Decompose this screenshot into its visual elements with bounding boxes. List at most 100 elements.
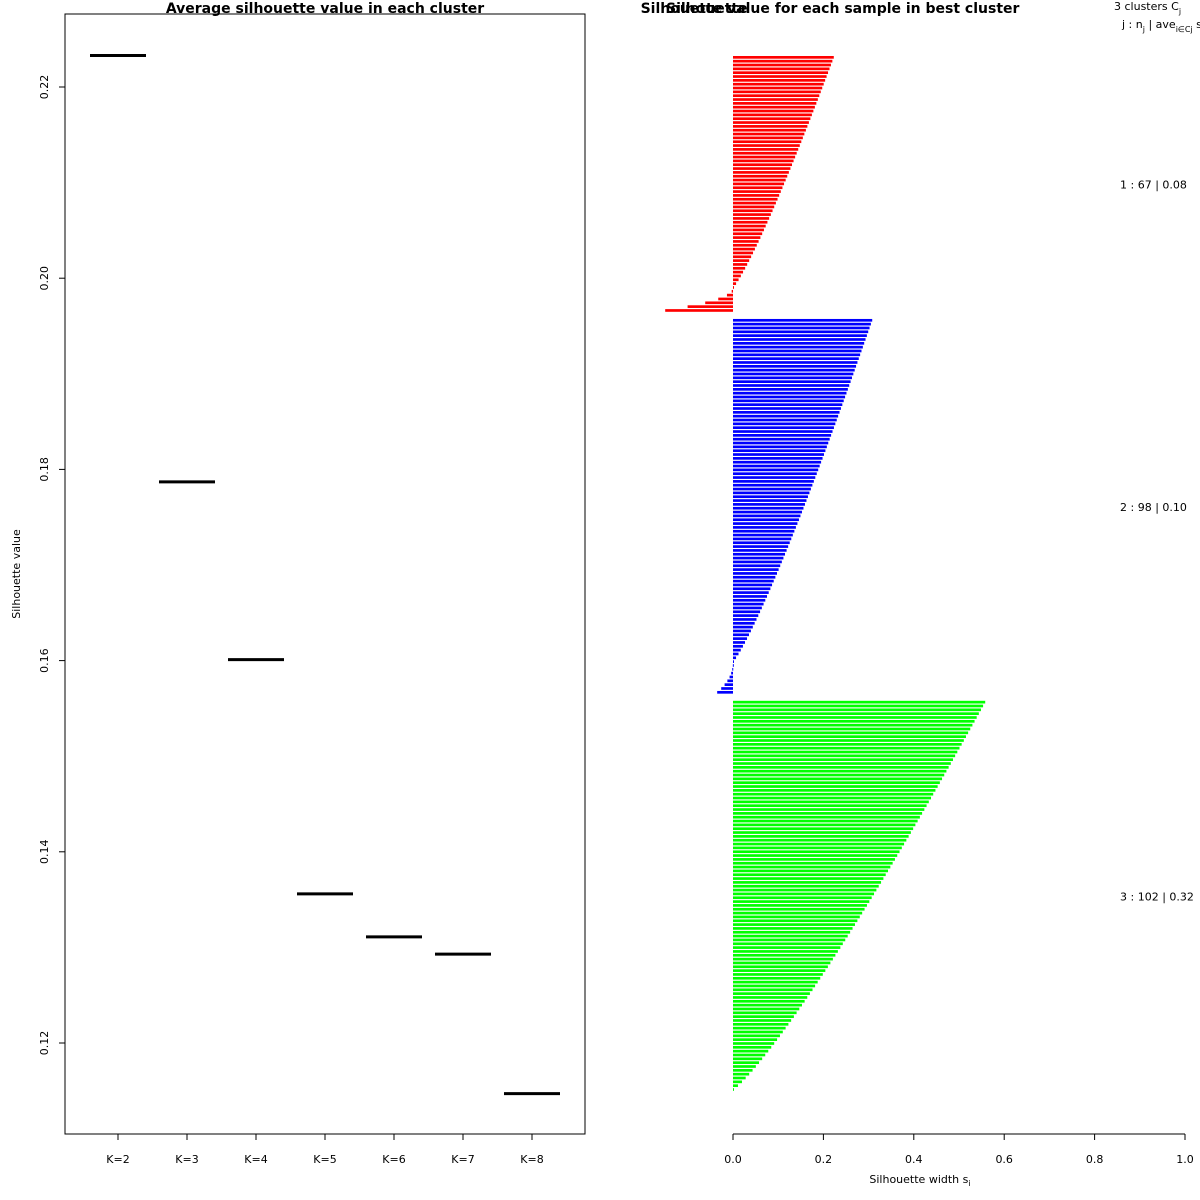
silhouette-bar-cluster-2	[733, 499, 807, 502]
silhouette-bar-cluster-1	[733, 105, 815, 109]
silhouette-bar-cluster-1	[733, 263, 748, 266]
silhouette-bar-cluster-1	[733, 282, 737, 285]
silhouette-bar-cluster-1	[733, 167, 791, 170]
silhouette-bar-cluster-3	[733, 712, 979, 715]
left-y-tick-label: 0.14	[38, 840, 51, 865]
silhouette-bar-cluster-1	[733, 251, 754, 255]
silhouette-bar-cluster-3	[733, 831, 911, 834]
silhouette-bar-cluster-2	[727, 679, 733, 683]
silhouette-bar-cluster-2	[733, 476, 816, 479]
silhouette-bar-cluster-1	[733, 79, 826, 82]
silhouette-bar-cluster-1	[733, 197, 778, 201]
left-x-tick-label: K=2	[106, 1153, 129, 1166]
silhouette-bar-cluster-3	[733, 1080, 742, 1084]
silhouette-bar-cluster-3	[733, 838, 907, 842]
silhouette-bar-cluster-2	[733, 368, 855, 372]
silhouette-bar-cluster-2	[733, 537, 792, 541]
cluster-label-3: 3 : 102 | 0.32	[1120, 890, 1194, 903]
silhouette-bar-cluster-3	[733, 854, 898, 857]
silhouette-bar-cluster-2	[733, 318, 873, 322]
silhouette-bar-cluster-3	[733, 969, 826, 972]
silhouette-bar-cluster-2	[733, 533, 793, 537]
silhouette-bar-cluster-3	[733, 961, 831, 965]
silhouette-bar-cluster-2	[733, 480, 814, 483]
silhouette-bar-cluster-3	[733, 999, 805, 1003]
cluster-labels: 1 : 67 | 0.08 2 : 98 | 0.10 3 : 102 | 0.32	[1120, 178, 1194, 903]
silhouette-bar-cluster-3	[733, 731, 969, 735]
silhouette-bar-cluster-1	[733, 125, 808, 128]
silhouette-bar-cluster-3	[733, 1068, 753, 1072]
silhouette-bar-cluster-3	[733, 915, 860, 919]
silhouette-bar-cluster-1	[733, 94, 820, 98]
silhouette-bar-cluster-2	[733, 341, 865, 345]
silhouette-bar-cluster-2	[733, 460, 822, 464]
silhouette-bar-cluster-2	[733, 334, 867, 337]
legend-header-j-n: j : n	[1121, 18, 1143, 31]
silhouette-bar-cluster-3	[733, 1034, 780, 1038]
silhouette-bar-cluster-1	[731, 289, 733, 293]
silhouette-bar-cluster-3	[733, 1026, 786, 1030]
silhouette-bar-cluster-1	[733, 232, 763, 236]
silhouette-bar-cluster-3	[733, 942, 843, 946]
silhouette-bar-cluster-2	[733, 572, 777, 575]
left-plot-frame	[64, 13, 586, 1135]
left-y-tick-label: 0.22	[38, 75, 51, 100]
legend-header-sub-ave: i∈Cj	[1176, 25, 1193, 34]
silhouette-bar-cluster-2	[733, 326, 870, 330]
silhouette-bar-cluster-3	[733, 723, 973, 727]
silhouette-bar-cluster-3	[733, 1038, 778, 1041]
legend-header-line1: 3 clusters Cj	[1114, 0, 1181, 16]
silhouette-bar-cluster-3	[733, 804, 927, 808]
silhouette-bar-cluster-3	[733, 1072, 750, 1076]
silhouette-bar-cluster-1	[733, 286, 734, 289]
silhouette-bar-cluster-2	[733, 338, 866, 341]
silhouette-bar-cluster-1	[733, 270, 744, 274]
silhouette-bar-cluster-3	[733, 819, 918, 823]
silhouette-bar-cluster-2	[733, 395, 846, 399]
silhouette-bar-cluster-1	[733, 121, 809, 124]
silhouette-bar-cluster-3	[733, 957, 833, 961]
silhouette-bar-cluster-1	[733, 144, 800, 147]
silhouette-bar-cluster-1	[733, 209, 773, 213]
left-chart-title: Average silhouette value in each cluster	[166, 1, 484, 17]
silhouette-bar-cluster-3	[733, 812, 923, 815]
left-x-tick-label: K=5	[313, 1153, 336, 1166]
silhouette-bar-cluster-3	[733, 1011, 797, 1015]
left-y-tick-label: 0.12	[38, 1031, 51, 1056]
silhouette-bar-cluster-3	[733, 1015, 794, 1018]
silhouette-bar-cluster-3	[733, 911, 863, 915]
silhouette-bar-cluster-2	[733, 426, 834, 430]
silhouette-bar-cluster-1	[733, 128, 806, 132]
silhouette-bar-cluster-2	[733, 453, 824, 456]
silhouette-bar-cluster-2	[733, 587, 771, 591]
silhouette-bar-cluster-1	[687, 305, 733, 308]
silhouette-bar-cluster-3	[733, 1061, 760, 1065]
silhouette-bar-cluster-3	[733, 850, 900, 854]
silhouette-bar-cluster-2	[733, 411, 840, 414]
left-x-tick-label: K=7	[451, 1153, 474, 1166]
silhouette-bar-cluster-2	[733, 380, 851, 384]
silhouette-bar-cluster-2	[733, 514, 801, 518]
right-chart-overlap-text: Silhouette	[666, 1, 748, 17]
right-x-tick-label: 0.6	[995, 1153, 1013, 1166]
silhouette-bar-cluster-1	[733, 132, 805, 136]
silhouette-bar-cluster-3	[733, 930, 851, 934]
silhouette-bar-cluster-3	[733, 719, 975, 723]
silhouette-bar-cluster-2	[733, 468, 819, 472]
silhouette-bar-cluster-2	[732, 664, 734, 667]
silhouette-bar-cluster-2	[733, 652, 739, 656]
silhouette-bar-cluster-3	[733, 973, 823, 976]
silhouette-bar-cluster-3	[733, 965, 828, 969]
silhouette-bar-cluster-3	[733, 735, 966, 739]
silhouette-bar-cluster-2	[733, 376, 852, 380]
silhouette-bar-cluster-3	[733, 704, 984, 708]
silhouette-bar-cluster-3	[733, 1030, 783, 1034]
silhouette-bar-cluster-3	[733, 808, 925, 811]
silhouette-bar-cluster-2	[733, 491, 810, 495]
silhouette-bar-cluster-2	[733, 418, 837, 422]
silhouette-widths-panel: Silhouette Silhouette value for each sam…	[641, 0, 1200, 1188]
silhouette-bar-cluster-3	[733, 1007, 800, 1011]
silhouette-bar-cluster-1	[733, 117, 811, 121]
silhouette-bar-cluster-1	[733, 182, 785, 186]
